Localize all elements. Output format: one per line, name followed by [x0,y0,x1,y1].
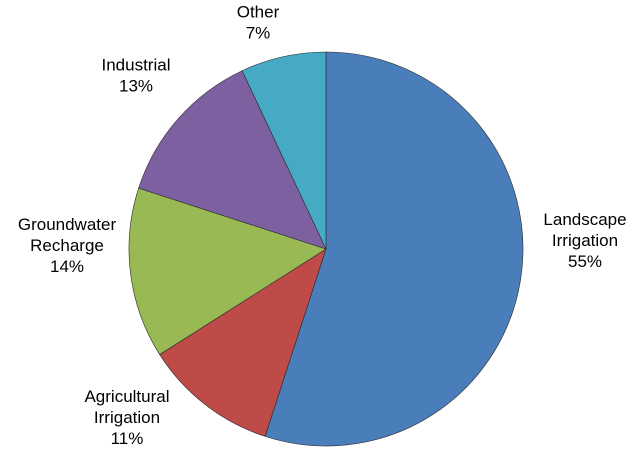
slice-label-groundwater-recharge: Groundwater Recharge 14% [18,215,117,276]
slice-label-landscape-irrigation: Landscape Irrigation 55% [543,210,626,271]
slice-value-label: 13% [119,77,153,96]
slice-category-label: Recharge [30,236,104,255]
slice-category-label: Irrigation [94,408,160,427]
pie-slice-industrial [138,70,327,250]
pie-slice-groundwater-recharge [128,187,327,355]
slice-category-label: Other [237,3,280,22]
slice-category-label: Industrial [102,56,171,75]
slice-value-label: 14% [50,257,84,276]
slice-category-label: Groundwater [18,215,117,234]
slice-value-label: 7% [246,24,271,43]
slice-category-label: Irrigation [552,231,618,250]
pie-slice-landscape-irrigation [264,51,524,447]
pie-slice-agricultural-irrigation [159,248,327,437]
slice-label-industrial: Industrial 13% [102,56,171,96]
slice-value-label: 55% [568,252,602,271]
slice-label-other: Other 7% [237,3,280,43]
slice-value-label: 11% [111,429,144,448]
slice-label-agricultural-irrigation: Agricultural Irrigation 11% [84,387,169,448]
slice-category-label: Agricultural [84,387,169,406]
slice-category-label: Landscape [543,210,626,229]
pie-slice-other [241,51,327,250]
